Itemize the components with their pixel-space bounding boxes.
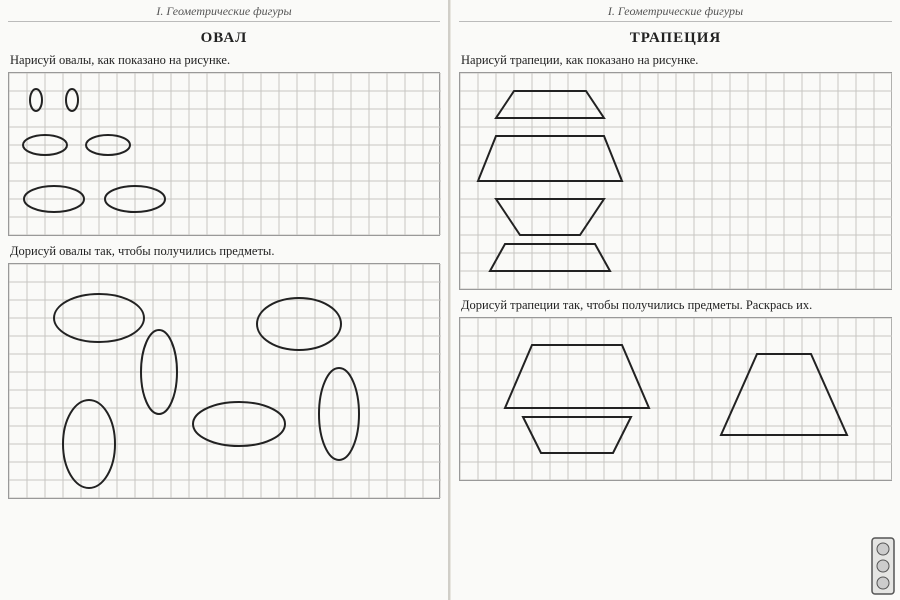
oval-instruction-2: Дорисуй овалы так, чтобы получились пред…	[0, 242, 448, 263]
trap-grid-top	[459, 72, 892, 290]
oval-shape	[66, 89, 78, 111]
traffic-light-icon	[870, 536, 896, 596]
trap-instruction-2: Дорисуй трапеции так, чтобы получились п…	[451, 296, 900, 317]
trapezoid-title: ТРАПЕЦИЯ	[451, 22, 900, 51]
chapter-heading-right: I. Геометрические фигуры	[459, 0, 892, 22]
chapter-heading-left: I. Геометрические фигуры	[8, 0, 440, 22]
right-page: I. Геометрические фигуры ТРАПЕЦИЯ Нарису…	[450, 0, 900, 600]
oval-shape	[319, 368, 359, 460]
oval-title: ОВАЛ	[0, 22, 448, 51]
oval-grid-top	[8, 72, 440, 236]
oval-shape	[30, 89, 42, 111]
trap-instruction-1: Нарисуй трапеции, как показано на рисунк…	[451, 51, 900, 72]
left-page: I. Геометрические фигуры ОВАЛ Нарисуй ов…	[0, 0, 450, 600]
oval-shape	[257, 298, 341, 350]
oval-grid-bottom	[8, 263, 440, 499]
trapezoid-shape	[523, 417, 631, 453]
oval-instruction-1: Нарисуй овалы, как показано на рисунке.	[0, 51, 448, 72]
trap-grid-bottom	[459, 317, 892, 481]
